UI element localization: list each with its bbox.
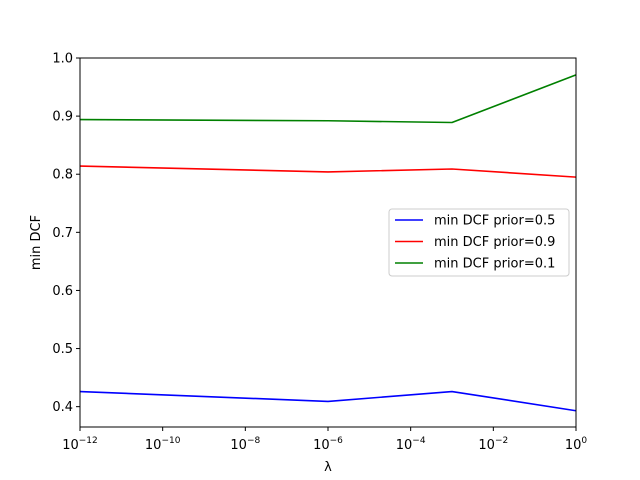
series-layer [79,74,577,412]
x-tick-exponent: −6 [330,436,344,446]
legend-label: min DCF prior=0.5 [434,214,555,229]
y-tick-label: 0.7 [52,226,73,241]
y-tick-label: 0.4 [52,400,73,415]
x-tick-exponent: −10 [161,436,180,446]
x-axis-ticks: 10−12 10−10 10−8 10−6 10−4 10−2 100 [62,427,587,453]
x-tick-base: 10 [396,438,413,453]
y-axis-label: min DCF [29,215,44,270]
x-tick-exponent: −2 [495,436,508,446]
x-tick-exponent: −12 [79,436,98,446]
x-tick-exponent: 0 [581,436,587,446]
x-tick-exponent: −4 [412,436,426,446]
y-tick-label: 1.0 [52,52,73,67]
legend-label: min DCF prior=0.1 [434,257,555,272]
x-tick-base: 10 [145,438,162,453]
x-tick-label: 10−10 [145,436,181,453]
x-tick-label: 10−2 [478,436,508,453]
plot-frame [79,57,577,428]
x-tick-base: 10 [313,438,330,453]
legend-label: min DCF prior=0.9 [434,235,555,250]
legend-box [388,208,570,277]
x-tick-base: 10 [62,438,79,453]
series-line-2 [79,74,577,124]
y-axis-ticks: 0.4 0.5 0.6 0.7 0.8 0.9 1.0 [52,52,80,415]
x-tick-label: 10−4 [396,436,426,453]
x-tick-base: 10 [230,438,247,453]
x-tick-label: 10−12 [62,436,98,453]
x-tick-exponent: −8 [247,436,261,446]
series-line-1 [79,165,577,178]
x-tick-label: 10−8 [230,436,260,453]
y-tick-label: 0.6 [52,284,73,299]
y-tick-label: 0.8 [52,168,73,183]
y-tick-label: 0.9 [52,110,73,125]
y-tick-label: 0.5 [52,342,73,357]
series-line-0 [79,390,577,412]
x-tick-base: 10 [565,438,582,453]
x-axis-label: λ [324,460,332,475]
x-tick-label: 100 [565,436,588,453]
x-tick-label: 10−6 [313,436,343,453]
x-tick-base: 10 [478,438,495,453]
legend: min DCF prior=0.5 min DCF prior=0.9 min DC… [388,208,570,277]
